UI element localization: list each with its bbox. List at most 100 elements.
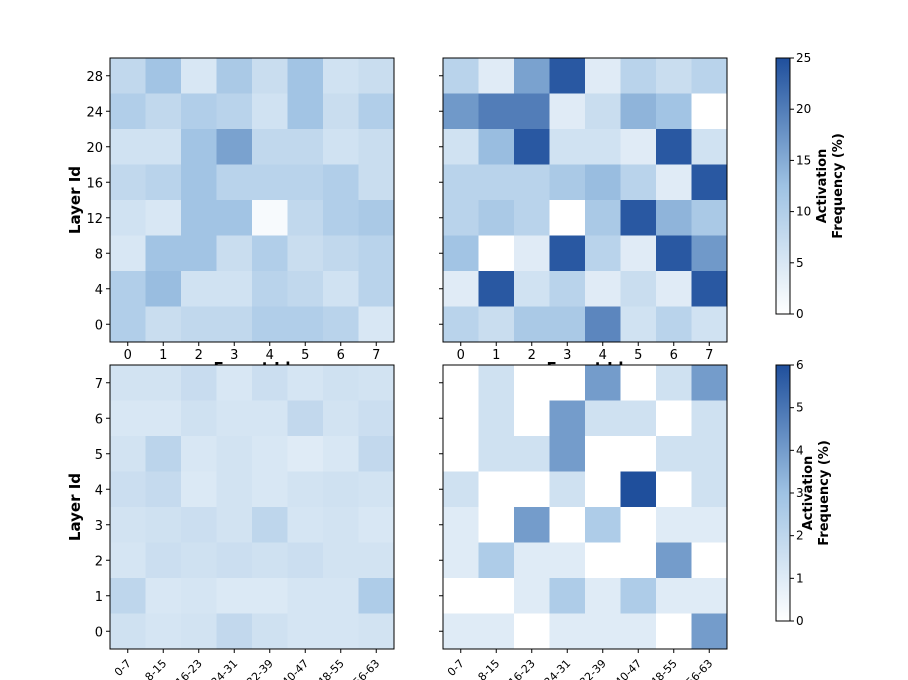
heatmap-cell [656, 507, 692, 543]
x-tick-label: 3 [563, 348, 571, 363]
heatmap-cell [620, 436, 657, 472]
colorbar-bottom-gradient [775, 364, 791, 622]
heatmap-cell [110, 235, 146, 272]
heatmap-cell [181, 235, 217, 272]
heatmap-cell [287, 58, 324, 94]
colorbar-tick-label: 1 [796, 571, 804, 585]
heatmap-cell [145, 164, 182, 201]
heatmap-cell [323, 306, 359, 343]
heatmap-cell [358, 542, 395, 579]
heatmap-cell [443, 613, 479, 650]
heatmap-cell [323, 93, 359, 130]
heatmap-cell [478, 129, 515, 165]
heatmap-cell [620, 58, 657, 94]
x-tick-label: 0 [124, 348, 132, 363]
heatmap-cell [691, 365, 728, 401]
heatmap-cell [585, 436, 621, 472]
heatmap-cell [620, 200, 657, 236]
heatmap-cell [691, 542, 728, 579]
y-tick-label: 6 [95, 412, 103, 427]
heatmap-cell [585, 235, 621, 272]
x-tick-label: 16-23 [173, 657, 205, 680]
heatmap-cell [145, 58, 182, 94]
heatmap-cell [145, 400, 182, 437]
heatmap-cell [181, 164, 217, 201]
y-tick-label: 4 [95, 283, 103, 298]
x-tick-label: 3 [230, 348, 238, 363]
heatmap-cell [181, 129, 217, 165]
heatmap-cell [110, 613, 146, 650]
heatmap-cell [323, 542, 359, 579]
x-tick-label: 2 [195, 348, 203, 363]
y-tick-label: 12 [86, 212, 103, 227]
y-tick-label: 16 [86, 176, 103, 191]
colorbar-tick-label: 5 [796, 401, 804, 415]
heatmap-cell [549, 400, 586, 437]
heatmap-cell [656, 542, 692, 579]
heatmap-cell [181, 542, 217, 579]
heatmap-cell [358, 235, 395, 272]
heatmap-cell [691, 164, 728, 201]
y-tick-label: 5 [95, 448, 103, 463]
heatmap-cell [145, 578, 182, 614]
x-tick-label: 6 [670, 348, 678, 363]
heatmap-cell [287, 200, 324, 236]
heatmap-cell [145, 436, 182, 472]
plot-frame [109, 57, 395, 343]
heatmap-cell [585, 306, 621, 343]
heatmap-cell [110, 129, 146, 165]
heatmap-cell [585, 129, 621, 165]
x-tick-label: 1 [159, 348, 167, 363]
heatmap-cell [287, 129, 324, 165]
heatmap-cell [358, 93, 395, 130]
heatmap-cell [287, 164, 324, 201]
heatmap-cell [323, 471, 359, 508]
heatmap-cell [620, 613, 657, 650]
heatmap-cell [145, 200, 182, 236]
plot-frame [109, 364, 395, 650]
heatmap-cell [549, 164, 586, 201]
heatmap-cell [620, 507, 657, 543]
heatmap-cell [549, 129, 586, 165]
heatmap-cell [620, 578, 657, 614]
heatmap-cell [358, 129, 395, 165]
x-tick-label: 5 [634, 348, 642, 363]
heatmap-cell [620, 306, 657, 343]
heatmap-cell [478, 58, 515, 94]
heatmap-cell [181, 436, 217, 472]
heatmap-cell [514, 93, 550, 130]
heatmap-cell [181, 271, 217, 307]
heatmap-cell [443, 58, 479, 94]
y-tick-label: 4 [95, 483, 103, 498]
colorbar-tick-label: 3 [796, 486, 804, 500]
heatmap-cell [691, 200, 728, 236]
heatmap-cell [287, 93, 324, 130]
heatmap-cell [216, 436, 253, 472]
colorbar-tick-label: 6 [796, 358, 804, 372]
heatmap-top-left: 282420161284001234567Expert IdLayer Id [66, 57, 395, 377]
x-tick-label: 4 [266, 348, 274, 363]
heatmap-cell [145, 542, 182, 579]
heatmap-cell [358, 306, 395, 343]
heatmap-cell [358, 58, 395, 94]
heatmap-cell [145, 235, 182, 272]
heatmap-cell [443, 542, 479, 579]
heatmap-cell [216, 271, 253, 307]
y-tick-label: 24 [86, 105, 103, 120]
heatmap-cell [585, 93, 621, 130]
y-tick-label: 7 [95, 377, 103, 392]
heatmap-cell [549, 471, 586, 508]
heatmap-cell [287, 613, 324, 650]
heatmap-cell [514, 58, 550, 94]
heatmap-cell [585, 200, 621, 236]
heatmap-cell [585, 271, 621, 307]
heatmap-cell [110, 436, 146, 472]
heatmap-cell [443, 306, 479, 343]
heatmap-cell [478, 471, 515, 508]
heatmap-cell [323, 129, 359, 165]
heatmap-cell [549, 365, 586, 401]
x-tick-label: 24-31 [542, 657, 574, 680]
heatmap-cell [656, 471, 692, 508]
heatmap-cell [145, 507, 182, 543]
